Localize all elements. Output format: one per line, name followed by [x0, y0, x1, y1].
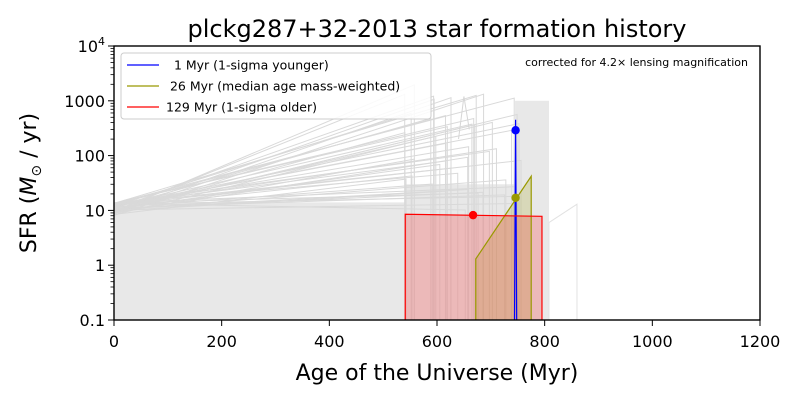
posterior-sample-line [113, 97, 515, 320]
legend-items: 1 Myr (1-sigma younger) 26 Myr (median a… [127, 58, 400, 115]
series-2-marker [468, 210, 478, 220]
x-tick-label: 600 [422, 332, 453, 351]
legend-label-0: 1 Myr (1-sigma younger) [166, 58, 329, 73]
posterior-sample-line [113, 191, 484, 320]
x-tick-label: 200 [206, 332, 237, 351]
posterior-sample-line [458, 96, 470, 140]
posterior-sample-line [548, 203, 578, 320]
y-tick-label: 0.1 [80, 311, 105, 330]
x-axis-ticks: 0 200 400 600 800 1000 1200 [109, 320, 780, 351]
posterior-sample-line [113, 117, 432, 320]
posterior-sample-line [113, 150, 490, 320]
y-axis-label-symbol: M [17, 177, 42, 196]
legend-label-2: 129 Myr (1-sigma older) [166, 100, 317, 115]
y-tick-label: 1 [95, 256, 105, 275]
y-axis-label-suffix: / yr) [17, 113, 42, 165]
posterior-sample-line [113, 94, 477, 320]
y-axis-label-prefix: SFR ( [17, 196, 42, 253]
posterior-sample-line [113, 202, 466, 320]
series-1-marker [511, 193, 520, 202]
y-axis-label-subscript: ⊙ [29, 165, 45, 177]
y-tick-label: 100 [74, 147, 105, 166]
posterior-sample-line [113, 126, 448, 320]
posterior-band [114, 202, 405, 320]
lensing-annotation: corrected for 4.2× lensing magnification [525, 56, 748, 69]
posterior-sample-line [113, 178, 407, 320]
x-axis-label: Age of the Universe (Myr) [296, 361, 579, 386]
y-axis-label: SFR (M⊙ / yr) [17, 113, 45, 253]
posterior-sample-line [113, 163, 441, 320]
x-tick-label: 0 [109, 332, 119, 351]
x-tick-label: 400 [314, 332, 345, 351]
x-tick-label: 800 [529, 332, 560, 351]
y-tick-label: 1000 [64, 92, 105, 111]
posterior-sample-line [113, 160, 447, 320]
series-0-line [513, 119, 518, 321]
series-2-fill [405, 214, 542, 320]
posterior-sample-line [113, 98, 435, 320]
posterior-sample-line [113, 96, 452, 320]
x-tick-label: 1000 [632, 332, 673, 351]
series-marker-layer [468, 126, 520, 220]
legend-box [120, 52, 432, 120]
posterior-sample-line [113, 95, 435, 320]
posterior-sample-line [113, 93, 485, 320]
series-1-fill [475, 176, 532, 320]
series-0-marker [511, 126, 520, 135]
posterior-sample-line [113, 183, 433, 320]
legend: 1 Myr (1-sigma younger) 26 Myr (median a… [120, 52, 432, 120]
posterior-sample-line [113, 124, 476, 320]
posterior-sample-line [113, 121, 493, 320]
y-axis-ticks: 0.1 1 10 100 1000 104 [64, 35, 114, 330]
series-fill-layer [405, 176, 542, 320]
posterior-sample-line [113, 148, 497, 320]
chart-title: plckg287+32-2013 star formation history [188, 15, 687, 43]
legend-label-1: 26 Myr (median age mass-weighted) [166, 79, 400, 94]
posterior-sample-line [113, 159, 522, 320]
posterior-sample-line [113, 156, 469, 320]
series-1-line [475, 174, 532, 320]
y-tick-label: 10 [85, 201, 105, 220]
x-tick-label: 1200 [740, 332, 781, 351]
posterior-sample-line [113, 146, 470, 320]
y-tick-label-top: 104 [78, 35, 105, 56]
